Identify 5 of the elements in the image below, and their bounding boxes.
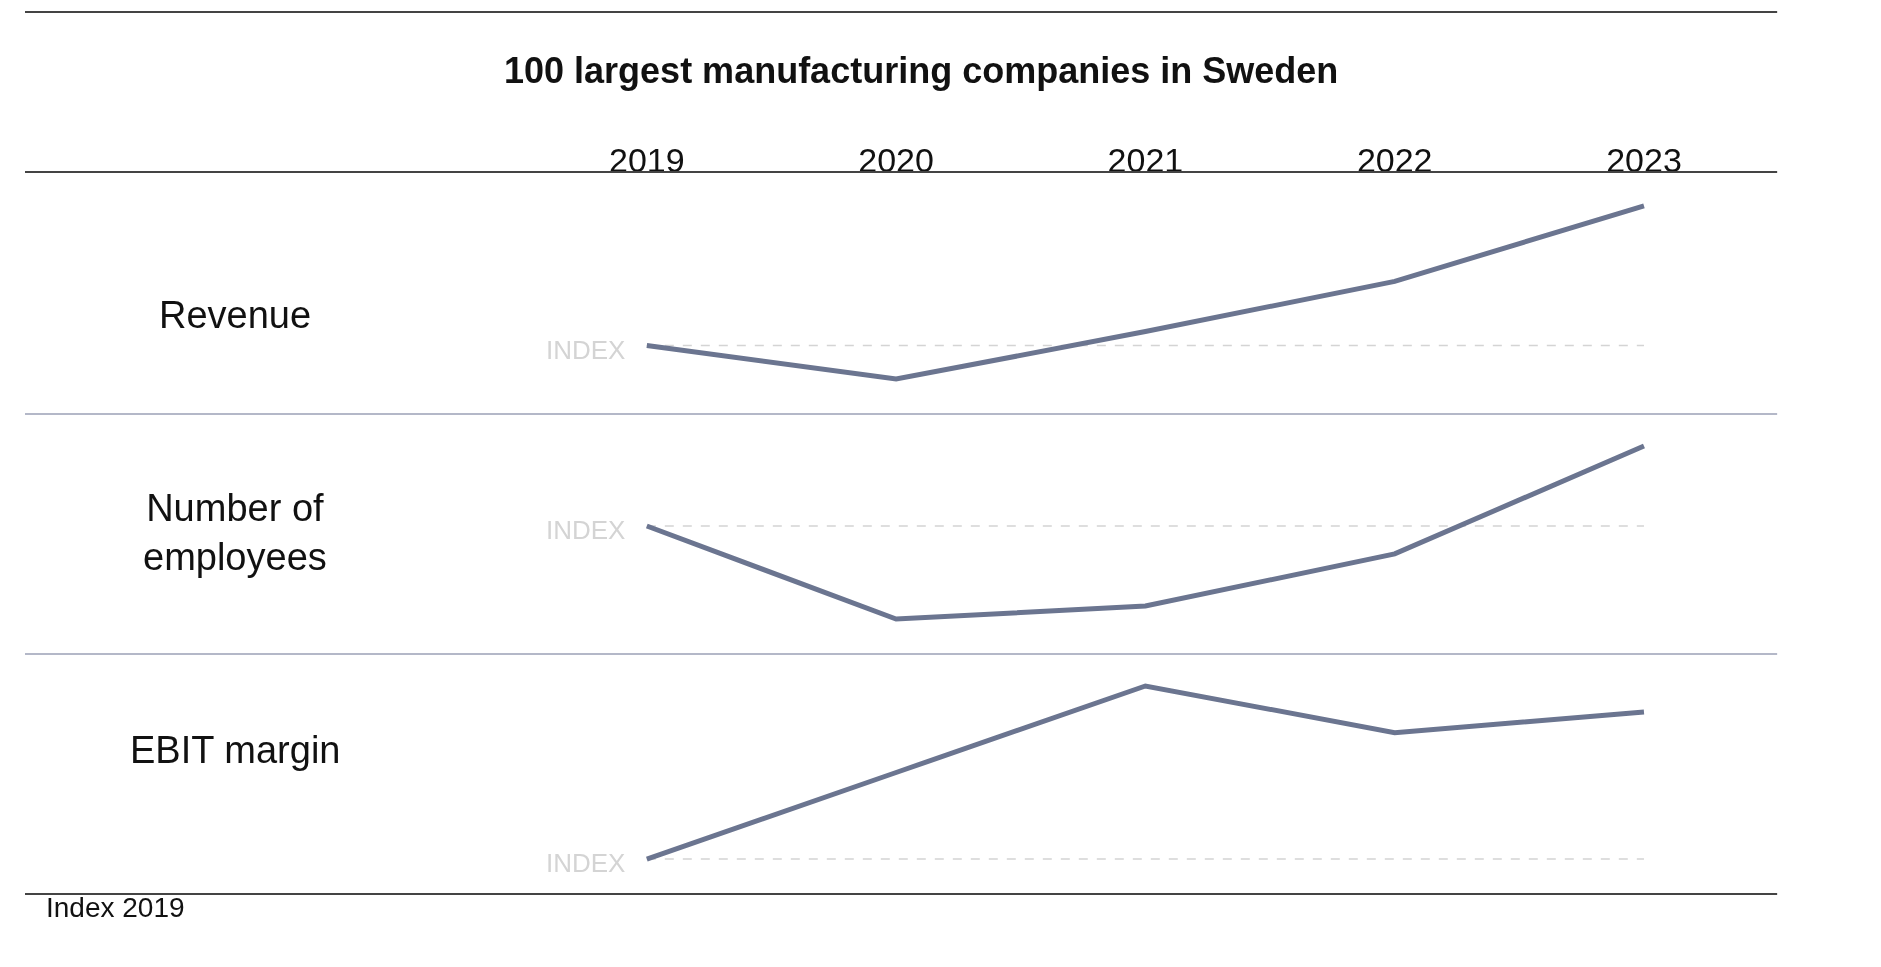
y-axis-title: Revenue [159, 294, 312, 336]
y-axis-title: EBIT margin [130, 729, 341, 771]
text: Index 2019 [46, 892, 185, 923]
y-axis-title: Number of employees [143, 487, 327, 579]
chart-title: 100 largest manufacturing companies in Sweden [504, 50, 1339, 91]
